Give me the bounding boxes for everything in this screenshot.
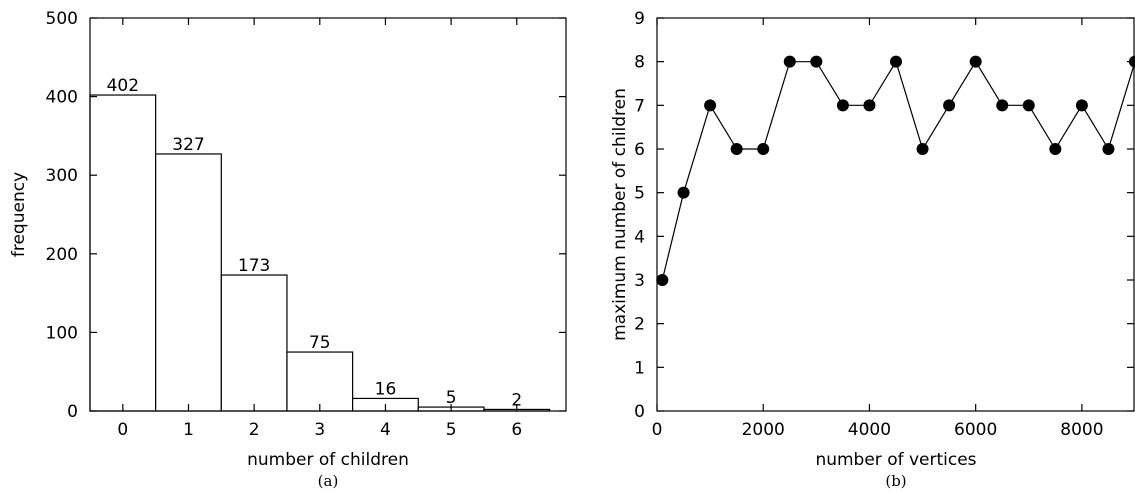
data-point-2500: [783, 55, 796, 68]
data-label-2: 173: [238, 256, 270, 276]
bar-3: [286, 351, 354, 412]
y-tick-label: 0: [634, 402, 645, 422]
panel-caption: (b): [885, 472, 906, 490]
data-point-6500: [996, 99, 1009, 112]
x-tick-label: 5: [446, 420, 457, 440]
y-tick-label: 2: [634, 315, 645, 335]
data-point-8000: [1075, 99, 1088, 112]
y-axis-label: maximum number of children: [610, 88, 630, 341]
data-label-4: 16: [375, 379, 397, 399]
bar-0: [89, 94, 157, 412]
y-tick-label: 0: [67, 402, 78, 422]
data-point-1500: [730, 143, 743, 155]
y-tick-label: 6: [634, 140, 645, 160]
data-point-1000: [704, 99, 717, 112]
data-label-0: 402: [107, 76, 139, 96]
y-tick-label: 1: [634, 358, 645, 378]
data-label-3: 75: [309, 333, 331, 353]
x-tick-label: 6: [511, 420, 522, 440]
x-tick-label: 6000: [954, 420, 997, 440]
data-point-3500: [836, 99, 849, 112]
data-point-8500: [1102, 143, 1115, 155]
data-point-6000: [969, 55, 982, 68]
x-tick-label: 2000: [742, 420, 785, 440]
x-tick-label: 2: [249, 420, 260, 440]
data-point-500: [677, 186, 690, 199]
x-tick-label: 4000: [848, 420, 891, 440]
x-axis-label: number of children: [247, 450, 409, 470]
y-tick-label: 9: [634, 9, 645, 29]
y-tick-label: 7: [634, 96, 645, 116]
data-point-7000: [1022, 99, 1035, 112]
y-tick-label: 4: [634, 227, 645, 247]
bar-2: [220, 274, 288, 412]
x-tick-label: 8000: [1060, 420, 1103, 440]
x-tick-label: 0: [117, 420, 128, 440]
y-tick-label: 300: [46, 166, 78, 186]
data-point-3000: [810, 55, 823, 68]
y-tick-label: 5: [634, 184, 645, 204]
data-label-6: 2: [511, 390, 522, 410]
plot-frame: [656, 17, 1135, 412]
data-point-2000: [757, 143, 770, 155]
bar-1: [155, 153, 222, 412]
data-point-100: [656, 274, 669, 286]
series-line: [661, 60, 1135, 281]
x-tick-label: 0: [652, 420, 663, 440]
panel-caption: (a): [318, 472, 339, 490]
y-tick-label: 400: [46, 88, 78, 108]
bars: 402 327 173 75 16 5 2: [89, 76, 551, 412]
data-point-4500: [890, 55, 902, 68]
data-label-5: 5: [446, 388, 457, 408]
data-label-1: 327: [172, 135, 204, 155]
x-tick-label: 3: [314, 420, 325, 440]
data-points: [656, 55, 1135, 286]
data-point-5000: [916, 143, 929, 155]
y-tick-label: 8: [634, 53, 645, 73]
y-tick-label: 3: [634, 271, 645, 291]
data-point-7500: [1049, 143, 1062, 155]
y-axis-label: frequency: [9, 172, 29, 257]
x-tick-label: 1: [183, 420, 194, 440]
ticks: 0 100 200 300 400 500 0 1 2 3 4 5 6: [46, 9, 566, 440]
x-tick-label: 4: [380, 420, 391, 440]
ticks: 0 1 2 3 4 5 6 7 8 9 0 2000 4000 6000 8000: [634, 9, 1134, 440]
data-point-4000: [863, 99, 876, 112]
panel-b-line-chart: 0 1 2 3 4 5 6 7 8 9 0 2000 4000 6000 8000 number of ve…: [610, 9, 1135, 490]
y-tick-label: 100: [46, 323, 78, 343]
x-axis-label: number of vertices: [815, 450, 976, 470]
data-point-5500: [943, 99, 956, 112]
y-tick-label: 500: [46, 9, 78, 29]
y-tick-label: 200: [46, 245, 78, 265]
plot-frame: [89, 17, 567, 412]
